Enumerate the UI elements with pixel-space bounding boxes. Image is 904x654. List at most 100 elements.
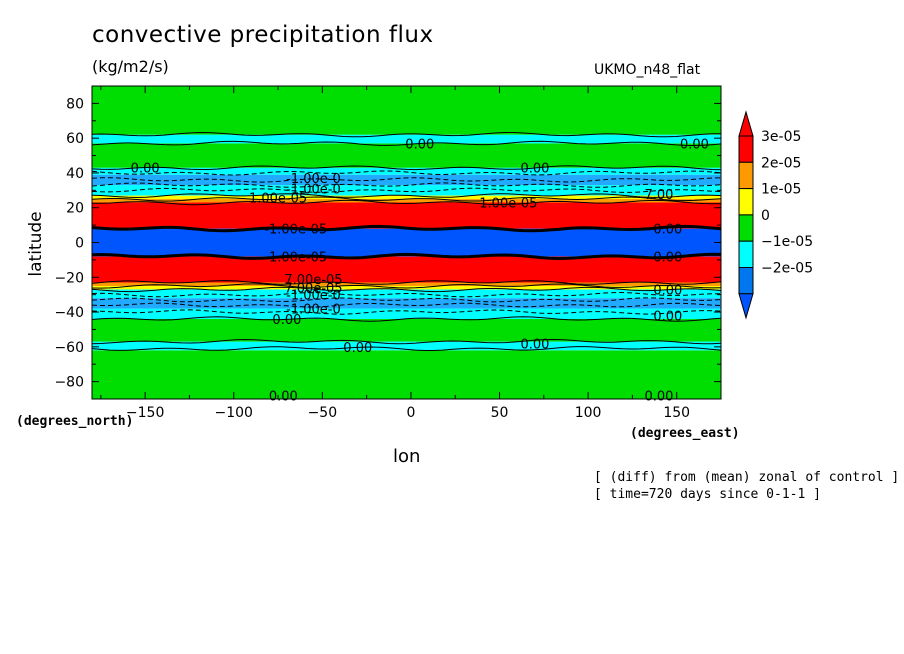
colorbar-label-2: 1e-05 xyxy=(761,182,801,198)
x-tick-label-2: −50 xyxy=(308,405,338,421)
contour-label-6: 1.00e-05 xyxy=(249,191,307,206)
contour-label-3: 0.00 xyxy=(520,162,549,177)
chart-units: (kg/m2/s) xyxy=(92,57,169,76)
contour-line-7 xyxy=(91,286,722,293)
contour-label-14: 7.00e-05 xyxy=(284,282,342,297)
contour-band-14 xyxy=(92,174,721,186)
contour-label-16: 0.00 xyxy=(653,283,682,298)
colorbar-swatch-5 xyxy=(738,267,754,295)
contour-line-1 xyxy=(91,338,722,345)
contour-line-8 xyxy=(91,283,722,289)
contour-label-19: 0.00 xyxy=(653,310,682,325)
contour-line-11 xyxy=(91,224,722,233)
contour-label-21: 0.00 xyxy=(520,337,549,352)
contour-band-10 xyxy=(92,202,721,229)
colorbar-swatch-4 xyxy=(738,240,754,268)
contour-band-16 xyxy=(92,143,721,168)
contour-band-12 xyxy=(92,195,721,200)
y-tick-label-3: 20 xyxy=(66,201,84,217)
contour-line-15 xyxy=(91,187,722,193)
contour-label-0: 0.00 xyxy=(131,162,160,177)
colorbar-swatch-2 xyxy=(738,188,754,216)
contour-line-19 xyxy=(91,165,722,171)
contour-band-0 xyxy=(92,350,721,399)
contour-line-13 xyxy=(91,196,722,202)
colorbar-extend-bottom xyxy=(738,293,754,320)
colorbar-label-0: 3e-05 xyxy=(761,129,801,145)
contour-label-1: 0.00 xyxy=(405,137,434,152)
colorbar-label-4: −1e-05 xyxy=(761,234,813,250)
contour-band-13 xyxy=(92,185,721,196)
contour-line-2 xyxy=(91,316,722,322)
contour-label-5: -1.00e-0 xyxy=(286,183,341,198)
y-tick-label-2: 40 xyxy=(66,166,84,182)
contour-label-4: -1.00e-0 xyxy=(286,172,341,187)
colorbar-label-5: −2e-05 xyxy=(761,261,813,277)
contour-line-16 xyxy=(91,182,722,188)
y-axis-unit-label: (degrees_north) xyxy=(16,414,134,429)
contour-band-7 xyxy=(92,282,721,286)
contour-label-10: 0.00 xyxy=(653,223,682,238)
contour-band-15 xyxy=(92,167,721,175)
contour-line-4 xyxy=(91,302,722,308)
contour-line-6 xyxy=(91,291,721,298)
colorbar-extend-top xyxy=(738,110,754,137)
colorbar-swatch-0 xyxy=(738,135,754,163)
contour-label-18: 0.00 xyxy=(272,313,301,328)
contour-label-2: 0.00 xyxy=(680,137,709,152)
contour-label-9: -1.00e-05 xyxy=(264,223,327,238)
y-tick-label-8: −80 xyxy=(54,375,84,391)
x-tick-label-0: −150 xyxy=(126,405,164,421)
contour-label-23: 0.00 xyxy=(645,390,674,405)
contour-line-3 xyxy=(91,309,722,315)
y-tick-label-6: −40 xyxy=(54,305,84,321)
contour-line-12 xyxy=(92,199,722,206)
x-tick-label-4: 50 xyxy=(491,405,509,421)
contour-line-14 xyxy=(91,193,722,199)
contour-line-17 xyxy=(91,177,722,183)
colorbar-label-1: 2e-05 xyxy=(761,155,801,171)
contour-line-5 xyxy=(91,297,722,303)
chart-title: convective precipitation flux xyxy=(92,22,434,48)
y-tick-label-5: −20 xyxy=(54,270,84,286)
contour-band-2 xyxy=(92,319,721,342)
contour-band-9 xyxy=(92,228,721,257)
contour-band-3 xyxy=(92,308,721,320)
colorbar-label-3: 0 xyxy=(761,208,770,224)
contour-label-15: -1.00e-0 xyxy=(286,289,341,304)
model-label: UKMO_n48_flat xyxy=(594,62,701,78)
x-tick-label-6: 150 xyxy=(663,405,690,421)
x-axis-label: lon xyxy=(393,446,421,467)
contour-line-0 xyxy=(91,346,722,351)
y-tick-label-0: 80 xyxy=(66,96,84,112)
x-axis-unit-label: (degrees_east) xyxy=(630,426,740,441)
x-tick-label-5: 100 xyxy=(575,405,602,421)
contour-label-22: 0.00 xyxy=(269,390,298,405)
contour-band-11 xyxy=(92,199,721,203)
contour-label-7: 1.00e-05 xyxy=(479,197,537,212)
contour-line-21 xyxy=(91,131,722,138)
contour-band-4 xyxy=(92,298,721,309)
y-tick-label-1: 60 xyxy=(66,131,84,147)
contour-label-11: -1.00e-05 xyxy=(264,250,327,265)
contour-label-17: -1.00e-0 xyxy=(286,303,341,318)
colorbar-swatch-3 xyxy=(738,214,754,242)
contour-label-12: 0.00 xyxy=(653,250,682,265)
contour-line-20 xyxy=(91,140,722,147)
contour-line-9 xyxy=(91,280,722,285)
diff-note: [ (diff) from (mean) zonal of control ] xyxy=(594,470,900,485)
contour-label-8: 7.00 xyxy=(645,188,674,203)
x-tick-label-1: −100 xyxy=(215,405,253,421)
colorbar-swatch-1 xyxy=(738,161,754,190)
contour-band-18 xyxy=(92,86,721,135)
contour-line-18 xyxy=(91,170,722,176)
contour-label-13: 7.00e-05 xyxy=(284,273,342,288)
contour-band-17 xyxy=(92,134,721,144)
colorbar: 3e-05 2e-05 1e-05 0 −1e-05 −2e-05 xyxy=(738,110,813,320)
contour-band-8 xyxy=(92,256,721,283)
x-tick-label-3: 0 xyxy=(406,405,415,421)
contour-label-20: 0.00 xyxy=(343,341,372,356)
contour-line-10 xyxy=(91,252,722,261)
contour-band-1 xyxy=(92,341,721,351)
